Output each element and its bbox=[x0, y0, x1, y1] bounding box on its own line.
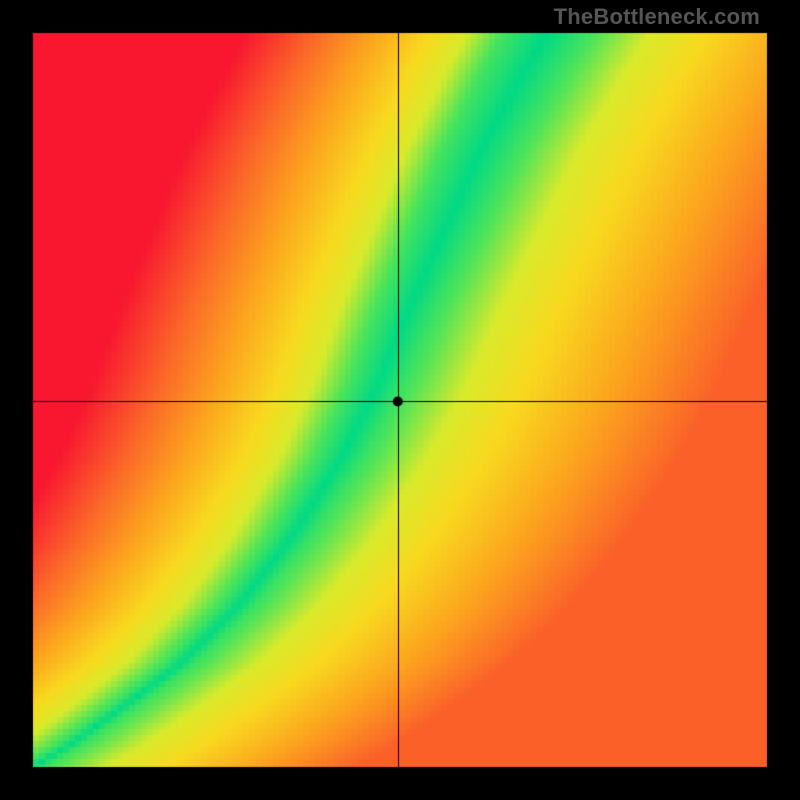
watermark-text: TheBottleneck.com bbox=[554, 4, 760, 30]
chart-container: TheBottleneck.com bbox=[0, 0, 800, 800]
bottleneck-heatmap bbox=[0, 0, 800, 800]
